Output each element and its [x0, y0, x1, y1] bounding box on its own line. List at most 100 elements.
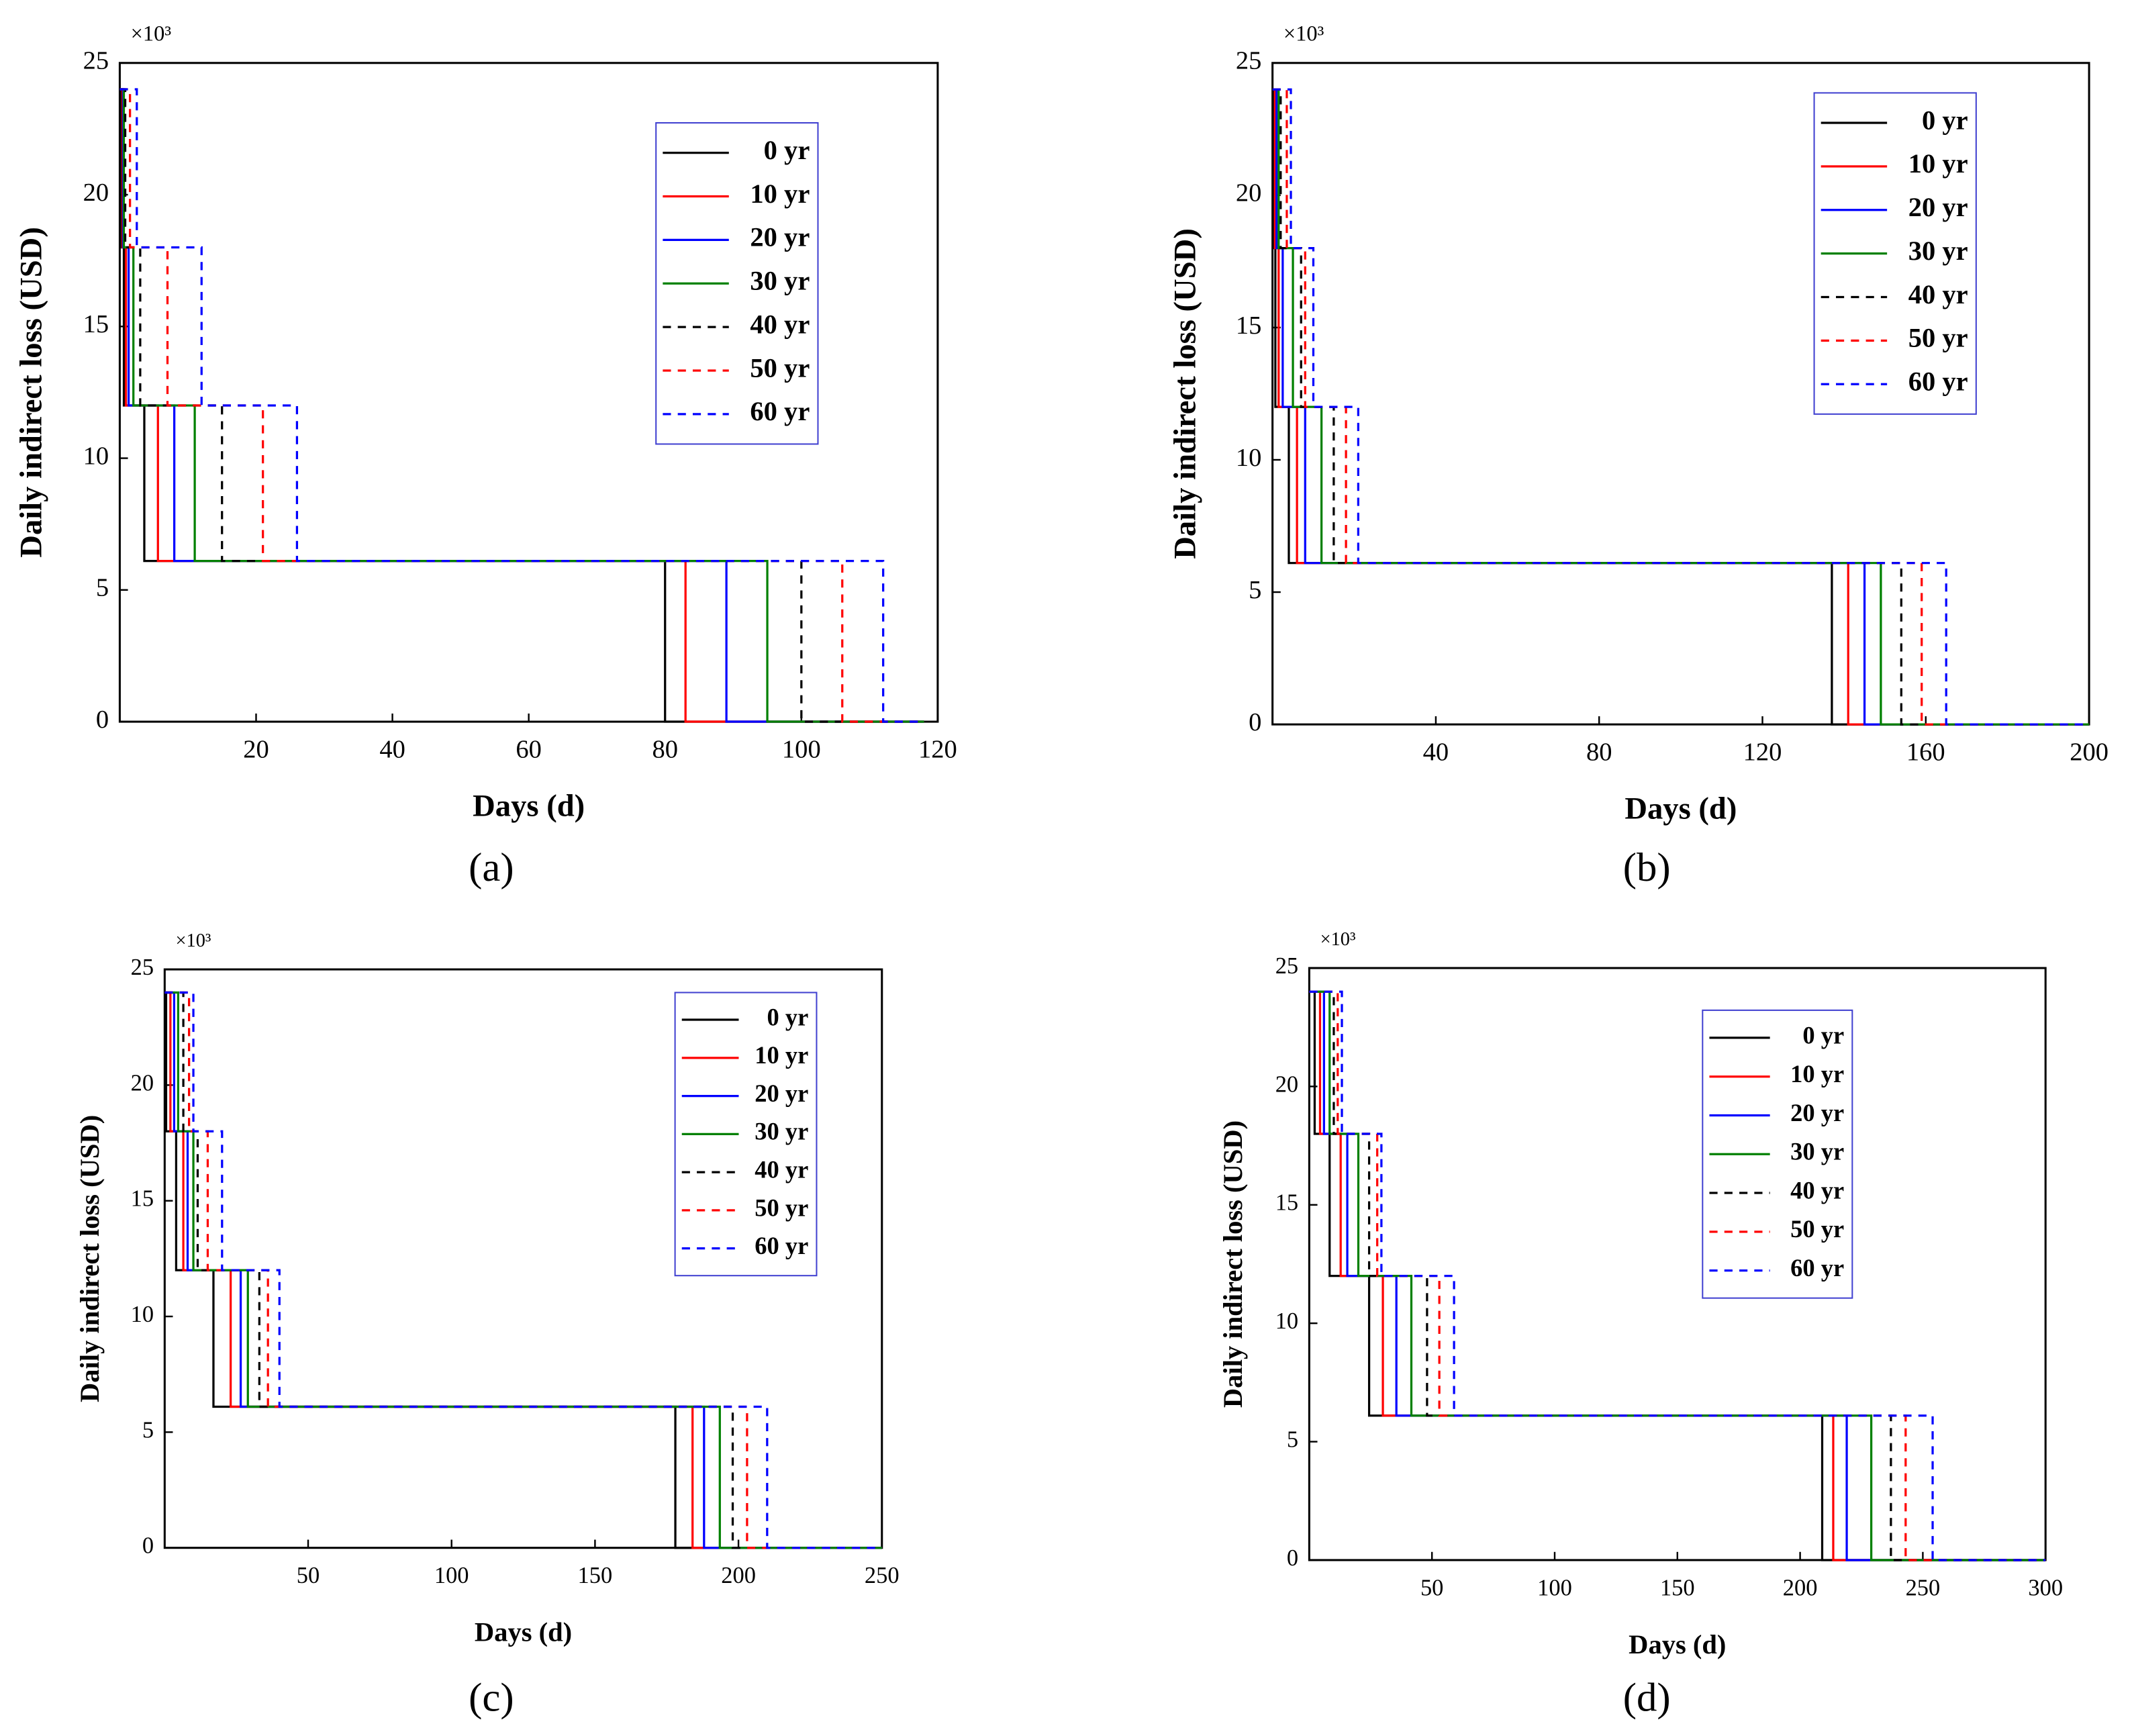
y-tick-label: 20: [131, 1070, 154, 1096]
legend-label: 20 yr: [750, 222, 810, 252]
legend-label: 50 yr: [1790, 1215, 1844, 1243]
x-tick-label: 200: [721, 1563, 756, 1588]
legend-label: 10 yr: [1790, 1060, 1844, 1088]
series-line: [1272, 88, 2090, 726]
x-axis-label: Days (d): [473, 789, 585, 824]
x-tick-label: 160: [1906, 738, 1945, 767]
x-tick-label: 40: [1423, 738, 1449, 767]
series-line: [1309, 990, 2046, 1561]
legend-label: 40 yr: [755, 1156, 808, 1184]
x-tick-label: 250: [1906, 1575, 1941, 1600]
legend-label: 10 yr: [755, 1041, 808, 1069]
y-tick-label: 15: [83, 310, 109, 338]
plot-frame: [1271, 62, 2090, 726]
x-axis-label: Days (d): [1624, 791, 1737, 826]
caption: (c): [469, 1676, 514, 1721]
x-tick-label: 100: [782, 735, 821, 763]
legend-label: 20 yr: [755, 1079, 808, 1107]
x-tick-label: 200: [2070, 738, 2108, 767]
y-tick-label: 0: [96, 706, 109, 734]
legend-label: 30 yr: [750, 266, 810, 296]
plot-frame: [163, 968, 883, 1549]
y-tick-label: 15: [1275, 1190, 1298, 1216]
legend-label: 0 yr: [1922, 105, 1968, 135]
series-line: [1309, 990, 2046, 1561]
legend-label: 10 yr: [1908, 148, 1968, 179]
y-tick-label: 10: [1236, 444, 1262, 472]
y-tick-label: 15: [131, 1186, 154, 1212]
caption: (b): [1623, 845, 1671, 890]
legend-label: 50 yr: [755, 1194, 808, 1221]
y-axis-label: Daily indirect loss (USD): [75, 1115, 105, 1402]
y-tick-label: 10: [131, 1302, 154, 1327]
x-tick-label: 120: [918, 735, 957, 763]
x-tick-label: 50: [1420, 1575, 1443, 1600]
plot-frame: [1308, 967, 2047, 1561]
y-tick-label: 15: [1236, 311, 1262, 340]
legend-label: 40 yr: [1790, 1176, 1844, 1204]
legend-label: 50 yr: [1908, 323, 1968, 353]
x-tick-label: 200: [1783, 1575, 1818, 1600]
y-tick-label: 5: [1287, 1427, 1298, 1452]
legend-label: 10 yr: [750, 179, 810, 209]
x-tick-label: 40: [379, 735, 405, 763]
legend-label: 0 yr: [764, 135, 810, 165]
y-tick-label: 0: [142, 1533, 154, 1559]
y-axis-label: Daily indirect loss (USD): [1168, 228, 1203, 559]
x-tick-label: 250: [865, 1563, 900, 1588]
caption: (a): [469, 845, 514, 890]
x-axis-label: Days (d): [1629, 1629, 1726, 1659]
x-tick-label: 300: [2028, 1575, 2063, 1600]
y-multiplier: ×10³: [1283, 22, 1324, 46]
x-tick-label: 150: [578, 1563, 613, 1588]
x-tick-label: 80: [1586, 738, 1612, 767]
legend-label: 40 yr: [1908, 279, 1968, 309]
y-multiplier: ×10³: [176, 930, 211, 951]
y-tick-label: 20: [1236, 179, 1262, 207]
legend-label: 0 yr: [767, 1003, 808, 1030]
x-tick-label: 50: [297, 1563, 320, 1588]
x-tick-label: 150: [1660, 1575, 1695, 1600]
y-tick-label: 25: [131, 955, 154, 980]
x-tick-label: 20: [243, 735, 269, 763]
legend-label: 30 yr: [1790, 1138, 1844, 1165]
y-multiplier: ×10³: [131, 22, 172, 46]
series-line: [119, 88, 924, 723]
x-tick-label: 100: [1537, 1575, 1572, 1600]
y-tick-label: 25: [83, 47, 109, 75]
y-tick-label: 5: [96, 574, 109, 602]
series-line: [164, 991, 882, 1549]
y-tick-label: 5: [1249, 576, 1261, 604]
y-tick-label: 5: [142, 1417, 154, 1443]
legend-label: 30 yr: [755, 1118, 808, 1145]
y-tick-label: 20: [1275, 1071, 1298, 1097]
y-tick-label: 25: [1236, 47, 1262, 75]
legend-label: 50 yr: [750, 352, 810, 383]
legend-label: 30 yr: [1908, 236, 1968, 266]
y-axis-label: Daily indirect loss (USD): [1218, 1120, 1248, 1408]
y-axis-label: Daily indirect loss (USD): [13, 227, 48, 558]
legend-label: 60 yr: [755, 1232, 808, 1259]
series-line: [164, 991, 882, 1549]
legend-label: 20 yr: [1790, 1099, 1844, 1126]
legend-label: 60 yr: [750, 396, 810, 426]
legend-label: 0 yr: [1802, 1021, 1844, 1049]
y-tick-label: 0: [1287, 1545, 1298, 1571]
x-tick-label: 80: [652, 735, 678, 763]
legend-label: 20 yr: [1908, 192, 1968, 222]
legend-label: 60 yr: [1908, 367, 1968, 397]
x-tick-label: 60: [516, 735, 542, 763]
y-tick-label: 20: [83, 179, 109, 207]
y-tick-label: 10: [83, 442, 109, 470]
x-tick-label: 120: [1743, 738, 1782, 767]
caption: (d): [1623, 1676, 1671, 1721]
x-tick-label: 100: [434, 1563, 469, 1588]
y-multiplier: ×10³: [1320, 929, 1356, 950]
legend-label: 40 yr: [750, 309, 810, 339]
y-tick-label: 0: [1249, 708, 1261, 736]
x-axis-label: Days (d): [475, 1617, 572, 1647]
series-line: [1272, 88, 2090, 726]
legend-label: 60 yr: [1790, 1254, 1844, 1282]
